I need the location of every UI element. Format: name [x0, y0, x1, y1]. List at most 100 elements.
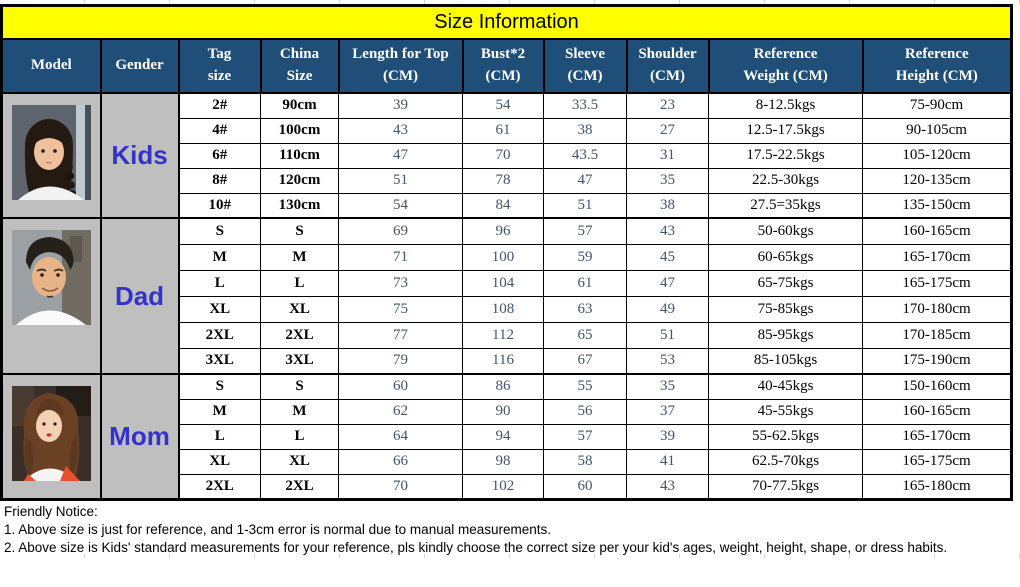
- cell-length-top: 39: [338, 92, 463, 119]
- col-header-length-top: Length for Top (CM): [337, 38, 464, 94]
- cell-length-top: 64: [338, 423, 463, 450]
- cell-ref-height: 135-150cm: [861, 192, 1013, 219]
- cell-sleeve: 38: [543, 117, 627, 144]
- cell-shoulder: 43: [626, 473, 709, 500]
- section-dad: Dad S S 69 96 57 43 50-60kgs 160-165cm M…: [0, 217, 1013, 375]
- cell-shoulder: 49: [626, 295, 709, 323]
- cell-sleeve: 60: [543, 473, 627, 500]
- model-photo-cell-mom: [0, 373, 102, 500]
- cell-bust: 116: [462, 347, 544, 375]
- cell-shoulder: 35: [626, 167, 709, 194]
- cell-ref-height: 170-180cm: [861, 295, 1013, 323]
- cell-china-size: 3XL: [260, 347, 339, 375]
- cell-ref-height: 160-165cm: [861, 217, 1013, 245]
- gender-label-dad: Dad: [99, 217, 180, 375]
- cell-ref-weight: 50-60kgs: [708, 217, 863, 245]
- cell-sleeve: 59: [543, 243, 627, 271]
- gender-label-mom: Mom: [99, 373, 180, 500]
- page-title: Size Information: [0, 4, 1013, 40]
- cell-ref-weight: 85-105kgs: [708, 347, 863, 375]
- cell-tag-size: 4#: [178, 117, 261, 144]
- cell-length-top: 71: [338, 243, 463, 271]
- cell-bust: 102: [462, 473, 544, 500]
- cell-ref-weight: 40-45kgs: [708, 373, 863, 400]
- cell-ref-weight: 70-77.5kgs: [708, 473, 863, 500]
- cell-bust: 90: [462, 398, 544, 425]
- dad-model-photo: [11, 230, 91, 325]
- cell-china-size: 100cm: [260, 117, 339, 144]
- col-header-ref-height: Reference Height (CM): [861, 38, 1013, 94]
- cell-shoulder: 37: [626, 398, 709, 425]
- col-header-shoulder: Shoulder (CM): [625, 38, 710, 94]
- cell-length-top: 43: [338, 117, 463, 144]
- table-row: Dad S S 69 96 57 43 50-60kgs 160-165cm: [0, 217, 1013, 375]
- cell-ref-weight: 12.5-17.5kgs: [708, 117, 863, 144]
- cell-tag-size: 2XL: [178, 473, 261, 500]
- cell-ref-height: 165-170cm: [861, 423, 1013, 450]
- cell-length-top: 60: [338, 373, 463, 400]
- cell-tag-size: L: [178, 269, 261, 297]
- cell-shoulder: 47: [626, 269, 709, 297]
- cell-china-size: 120cm: [260, 167, 339, 194]
- cell-ref-weight: 55-62.5kgs: [708, 423, 863, 450]
- cell-ref-height: 165-180cm: [861, 473, 1013, 500]
- cell-sleeve: 57: [543, 423, 627, 450]
- cell-bust: 54: [462, 92, 544, 119]
- col-header-model: Model: [0, 38, 102, 94]
- mom-model-photo: [11, 386, 91, 481]
- cell-ref-weight: 22.5-30kgs: [708, 167, 863, 194]
- table-row: 10# 130cm 54 84 51 38 27.5=35kgs 135-150…: [2, 192, 1013, 219]
- cell-sleeve: 63: [543, 295, 627, 323]
- cell-bust: 94: [462, 423, 544, 450]
- cell-bust: 86: [462, 373, 544, 400]
- cell-ref-height: 75-90cm: [861, 92, 1013, 119]
- cell-tag-size: 3XL: [178, 347, 261, 375]
- cell-sleeve: 57: [543, 217, 627, 245]
- cell-ref-height: 165-175cm: [861, 269, 1013, 297]
- cell-ref-height: 165-175cm: [861, 448, 1013, 475]
- cell-ref-height: 160-165cm: [861, 398, 1013, 425]
- title-row: Size Information: [0, 4, 1013, 40]
- gender-label-kids: Kids: [99, 92, 180, 219]
- cell-bust: 104: [462, 269, 544, 297]
- cell-china-size: XL: [260, 295, 339, 323]
- spreadsheet-gridline-strip-top: [0, 0, 1020, 4]
- cell-tag-size: S: [178, 217, 261, 245]
- cell-china-size: S: [260, 373, 339, 400]
- friendly-notice-line-1: 1. Above size is just for reference, and…: [4, 521, 552, 537]
- table-row: 4# 100cm 43 61 38 27 12.5-17.5kgs 90-105…: [2, 117, 1013, 144]
- cell-length-top: 66: [338, 448, 463, 475]
- cell-ref-weight: 27.5=35kgs: [708, 192, 863, 219]
- cell-length-top: 79: [338, 347, 463, 375]
- cell-ref-weight: 45-55kgs: [708, 398, 863, 425]
- cell-sleeve: 58: [543, 448, 627, 475]
- column-header-row: Model Gender Tag size China Size Length …: [0, 38, 1013, 94]
- cell-ref-height: 90-105cm: [861, 117, 1013, 144]
- cell-shoulder: 53: [626, 347, 709, 375]
- cell-ref-weight: 8-12.5kgs: [708, 92, 863, 119]
- spreadsheet-gridline-strip-bottom: [0, 553, 1020, 558]
- col-header-tag-size: Tag size: [177, 38, 262, 94]
- col-header-china-size: China Size: [259, 38, 340, 94]
- cell-china-size: 90cm: [260, 92, 339, 119]
- cell-bust: 98: [462, 448, 544, 475]
- cell-ref-height: 150-160cm: [861, 373, 1013, 400]
- cell-ref-height: 165-170cm: [861, 243, 1013, 271]
- cell-bust: 78: [462, 167, 544, 194]
- cell-length-top: 69: [338, 217, 463, 245]
- table-row: XL XL 75 108 63 49 75-85kgs 170-180cm: [2, 295, 1013, 323]
- cell-shoulder: 41: [626, 448, 709, 475]
- cell-sleeve: 65: [543, 321, 627, 349]
- size-information-table: Size Information Model Gender Tag size C…: [0, 4, 1014, 501]
- cell-length-top: 73: [338, 269, 463, 297]
- cell-sleeve: 51: [543, 192, 627, 219]
- section-kids: Kids 2# 90cm 39 54 33.5 23 8-12.5kgs 75-…: [0, 92, 1013, 219]
- cell-sleeve: 67: [543, 347, 627, 375]
- cell-china-size: 2XL: [260, 473, 339, 500]
- friendly-notice: Friendly Notice: 1. Above size is just f…: [0, 501, 1020, 555]
- table-row: L L 64 94 57 39 55-62.5kgs 165-170cm: [2, 423, 1013, 450]
- cell-bust: 100: [462, 243, 544, 271]
- table-row: 3XL 3XL 79 116 67 53 85-105kgs 175-190cm: [2, 347, 1013, 375]
- section-mom: Mom S S 60 86 55 35 40-45kgs 150-160cm M…: [0, 373, 1013, 500]
- model-photo-cell-kids: [0, 92, 102, 219]
